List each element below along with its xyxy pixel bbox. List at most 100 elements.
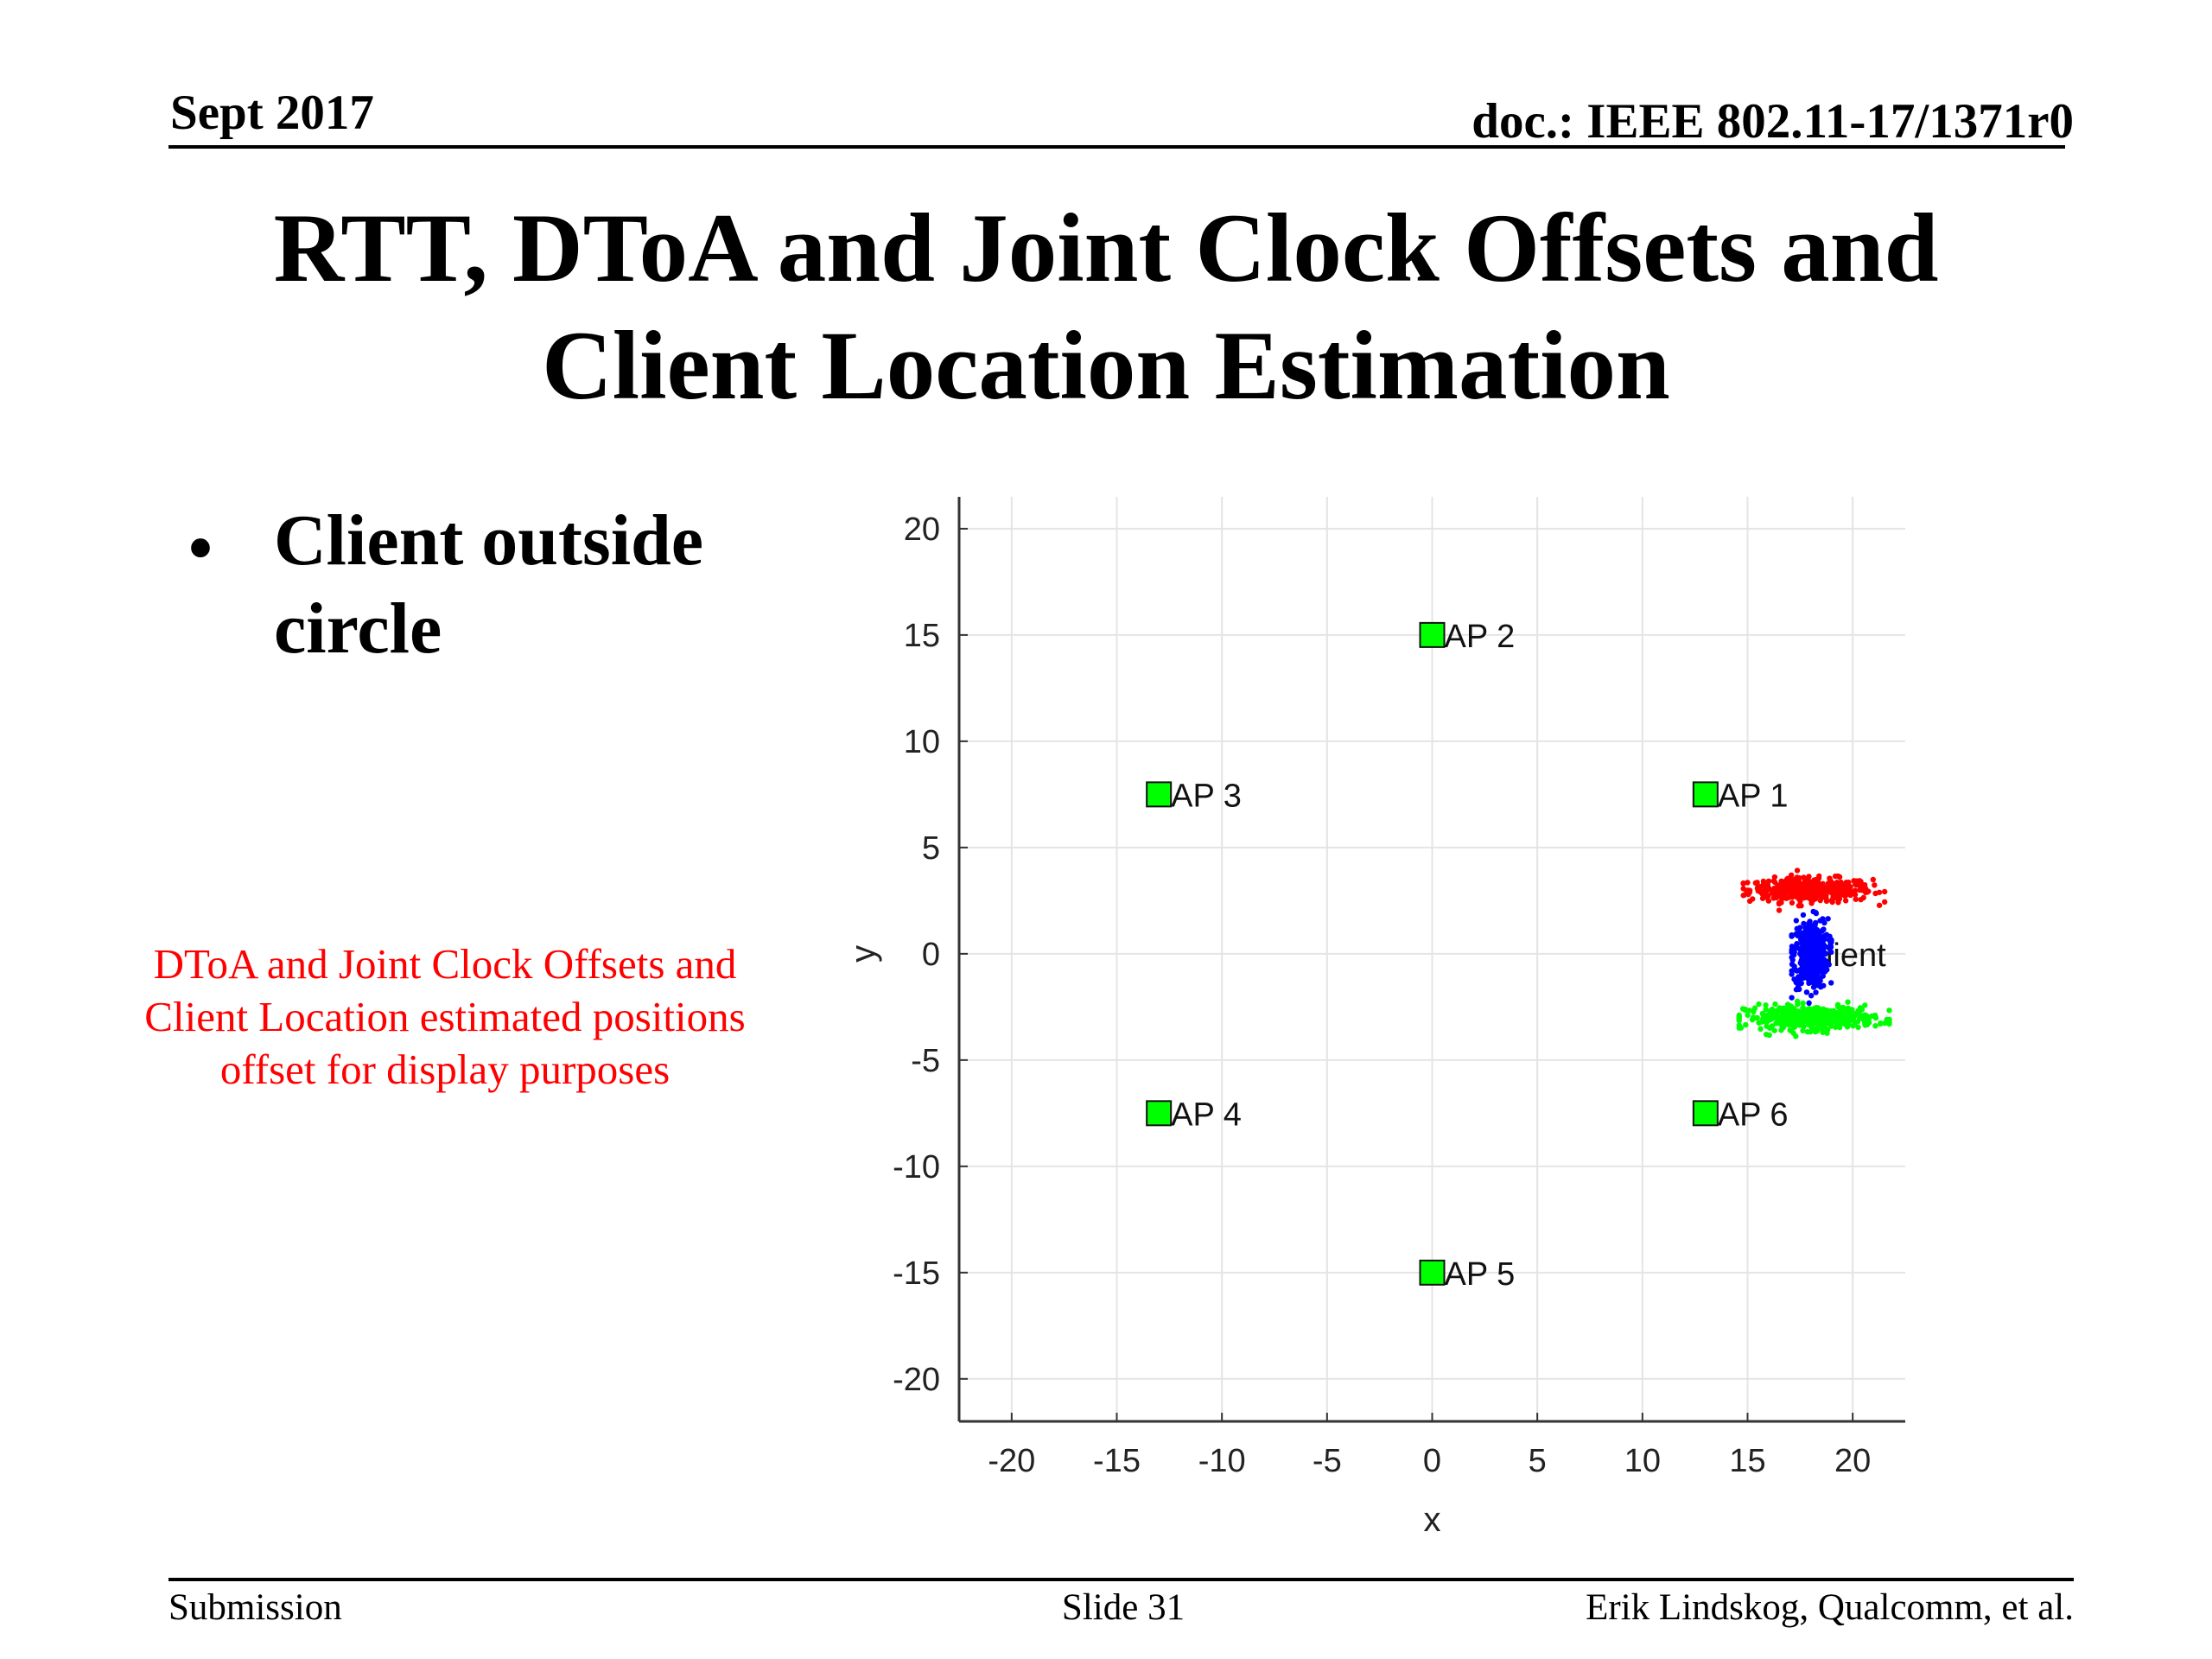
cluster-point: [1743, 887, 1750, 893]
cluster-point: [1798, 937, 1804, 943]
cluster-point: [1743, 1021, 1749, 1028]
cluster-point: [1881, 899, 1888, 906]
cluster-point: [1812, 919, 1819, 926]
cluster-point: [1855, 1007, 1861, 1014]
cluster-point: [1828, 898, 1834, 904]
cluster-point: [1839, 889, 1845, 895]
cluster-point: [1844, 1023, 1851, 1030]
note-line-3: offset for display purposes: [219, 1046, 671, 1093]
y-tick-label: -20: [893, 1362, 940, 1398]
cluster-point: [1754, 885, 1761, 891]
cluster-point: [1800, 1023, 1807, 1029]
cluster-point: [1804, 955, 1810, 962]
cluster-point: [1764, 1018, 1771, 1024]
cluster-point: [1815, 880, 1821, 887]
cluster-point: [1807, 976, 1813, 983]
cluster-point: [1789, 899, 1796, 906]
cluster-point: [1780, 887, 1787, 893]
cluster-point: [1831, 1008, 1837, 1015]
cluster-point: [1846, 1013, 1852, 1019]
slide-title: RTT, DToA and Joint Clock Offsets and Cl…: [0, 190, 2212, 425]
cluster-point: [1819, 936, 1825, 943]
cluster-point: [1843, 879, 1849, 886]
cluster-point: [1846, 884, 1852, 891]
cluster-point: [1852, 892, 1859, 898]
cluster-point: [1779, 896, 1785, 902]
cluster-point: [1770, 1014, 1777, 1020]
cluster-point: [1740, 880, 1746, 887]
ap-marker: [1146, 1100, 1173, 1127]
cluster-point: [1763, 1002, 1769, 1008]
ap-marker: [1419, 1259, 1446, 1286]
cluster-point: [1852, 1013, 1858, 1019]
cluster-point: [1808, 993, 1815, 999]
cluster-point: [1826, 882, 1832, 889]
cluster-point: [1797, 976, 1803, 982]
cluster-point: [1809, 967, 1815, 973]
cluster-point: [1821, 982, 1827, 988]
note-line-2: Client Location estimated positions: [144, 993, 746, 1040]
cluster-point: [1789, 957, 1796, 963]
cluster-point: [1836, 874, 1843, 880]
cluster-point: [1840, 1014, 1847, 1020]
cluster-point: [1791, 1007, 1797, 1014]
cluster-point: [1820, 1029, 1826, 1035]
cluster-point: [1807, 973, 1813, 979]
cluster-point: [1738, 1025, 1745, 1031]
cluster-point: [1853, 896, 1859, 902]
ap-marker: [1692, 781, 1719, 808]
cluster-point: [1797, 960, 1803, 966]
cluster-point: [1760, 1015, 1766, 1022]
cluster-point: [1791, 1018, 1797, 1024]
cluster-point: [1800, 1000, 1806, 1007]
cluster-point: [1833, 1013, 1839, 1020]
x-tick-label: -20: [988, 1443, 1035, 1479]
cluster-point: [1884, 1016, 1890, 1023]
cluster-point: [1808, 900, 1815, 906]
cluster-point: [1820, 927, 1826, 933]
cluster-point: [1809, 938, 1816, 944]
cluster-point: [1790, 951, 1797, 958]
cluster-point: [1828, 1023, 1834, 1029]
cluster-point: [1761, 885, 1768, 891]
x-tick-label: 20: [1834, 1443, 1871, 1479]
cluster-point: [1771, 874, 1778, 880]
cluster-point: [1858, 896, 1864, 903]
cluster-point: [1803, 937, 1809, 943]
ap-marker: [1146, 781, 1173, 808]
cluster-point: [1838, 879, 1844, 886]
cluster-point: [1795, 983, 1802, 989]
cluster-point: [1813, 989, 1819, 995]
cluster-point: [1813, 910, 1820, 917]
cluster-point: [1785, 894, 1792, 900]
scatter-plot: Client AP 1 AP 2 AP 3 AP 4 AP 5 AP 6 -20 -15 -1…: [844, 497, 1905, 1539]
cluster-point: [1827, 933, 1833, 940]
cluster-point: [1788, 890, 1794, 896]
cluster-point: [1828, 949, 1834, 956]
x-tick-label: -15: [1093, 1443, 1141, 1479]
cluster-point: [1794, 868, 1801, 874]
cluster-point: [1862, 886, 1869, 892]
cluster-point: [1777, 1020, 1783, 1027]
access-points: AP 1 AP 2 AP 3 AP 4 AP 5 AP 6: [1146, 619, 1789, 1293]
cluster-point: [1808, 1006, 1814, 1013]
cluster-point: [1851, 878, 1857, 884]
cluster-point: [1836, 1008, 1843, 1014]
cluster-point: [1778, 878, 1784, 885]
y-tick-label: -10: [893, 1149, 940, 1185]
cluster-point: [1806, 963, 1812, 969]
bullet-marker: •: [188, 511, 213, 587]
cluster-point: [1771, 1027, 1777, 1033]
cluster-point: [1820, 969, 1827, 976]
bullet-text: Client outside circle: [274, 500, 704, 669]
cluster-point: [1815, 947, 1821, 953]
ap-label: AP 6: [1718, 1096, 1789, 1133]
cluster-point: [1771, 879, 1778, 886]
cluster-point: [1772, 1001, 1778, 1007]
cluster-point: [1862, 1020, 1868, 1027]
cluster-point: [1796, 889, 1803, 896]
cluster-point: [1822, 950, 1828, 957]
x-tick-label: -5: [1313, 1443, 1342, 1479]
y-tick-label: -15: [893, 1255, 940, 1292]
y-tick-label: 15: [904, 618, 940, 654]
